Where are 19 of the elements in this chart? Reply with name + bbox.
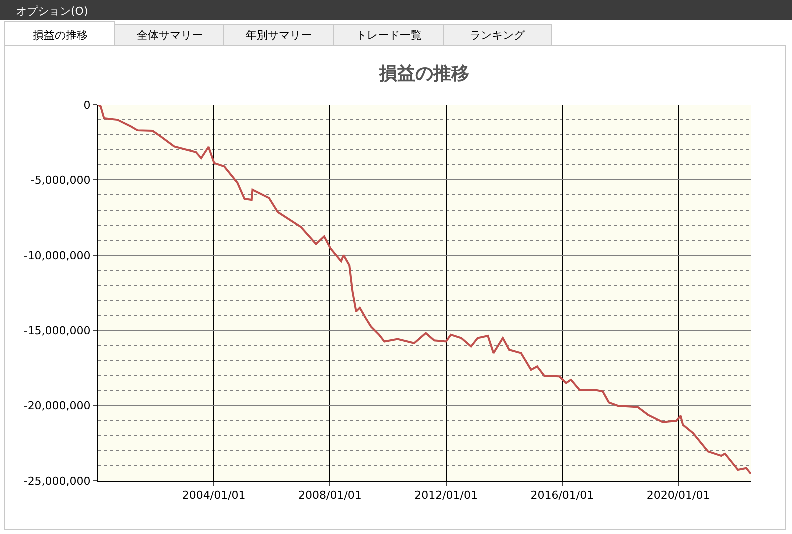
text: 損益の推移	[33, 29, 88, 42]
x-tick-label: 2016/01/01	[530, 489, 594, 502]
y-tick-label: -15,000,000	[24, 324, 91, 338]
text: オプション(O)	[16, 5, 88, 18]
text: ランキング	[470, 29, 526, 42]
x-tick-label: 2012/01/01	[414, 489, 478, 502]
line-series	[98, 105, 751, 475]
x-tick-label: 2004/01/01	[182, 489, 246, 502]
y-tick-label: -20,000,000	[24, 400, 91, 413]
x-tick-label: 2020/01/01	[646, 489, 710, 502]
chart-title: 損益の推移	[378, 63, 470, 84]
y-tick-label: -10,000,000	[24, 249, 91, 262]
x-tick-label: 2008/01/01	[298, 489, 362, 502]
text: トレード一覧	[356, 29, 422, 42]
y-tick-label: -25,000,000	[24, 474, 91, 488]
y-tick-label: -5,000,000	[30, 174, 91, 188]
y-tick-label: 0	[84, 98, 91, 112]
text: 年別サマリー	[246, 29, 312, 42]
text: 全体サマリー	[137, 29, 203, 42]
